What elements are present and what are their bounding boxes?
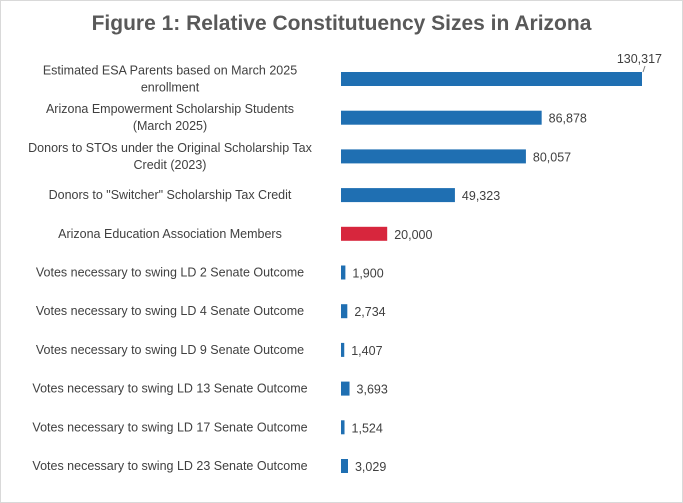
bar-8 xyxy=(341,381,350,396)
category-label-5: Votes necessary to swing LD 2 Senate Out… xyxy=(36,266,304,280)
value-label-4: 20,000 xyxy=(394,228,432,242)
bar-9 xyxy=(341,420,345,435)
bar-5 xyxy=(341,265,346,280)
bar-6 xyxy=(341,304,348,319)
category-label-9: Votes necessary to swing LD 17 Senate Ou… xyxy=(32,420,307,434)
category-label-7: Votes necessary to swing LD 9 Senate Out… xyxy=(36,343,304,357)
bar-0 xyxy=(341,72,642,86)
value-label-5: 1,900 xyxy=(352,267,383,281)
category-label-4: Arizona Education Association Members xyxy=(58,227,282,241)
value-label-6: 2,734 xyxy=(354,305,385,319)
value-label-2: 80,057 xyxy=(533,150,571,164)
value-label-10: 3,029 xyxy=(355,460,386,474)
chart-title: Figure 1: Relative Constitutuency Sizes … xyxy=(91,12,592,35)
value-label-8: 3,693 xyxy=(357,383,388,397)
value-label-1: 86,878 xyxy=(549,112,587,126)
category-label-6: Votes necessary to swing LD 4 Senate Out… xyxy=(36,304,304,318)
bar-3 xyxy=(341,188,455,203)
bar-4 xyxy=(341,226,388,241)
category-label-10: Votes necessary to swing LD 23 Senate Ou… xyxy=(32,459,307,473)
category-label-0: Estimated ESA Parents based on March 202… xyxy=(43,64,297,95)
category-label-2: Donors to STOs under the Original Schola… xyxy=(28,141,312,172)
category-label-1: Arizona Empowerment Scholarship Students… xyxy=(46,102,294,133)
category-label-8: Votes necessary to swing LD 13 Senate Ou… xyxy=(32,382,307,396)
value-label-9: 1,524 xyxy=(352,421,383,435)
value-label-7: 1,407 xyxy=(351,344,382,358)
bar-10 xyxy=(341,459,348,473)
bar-1 xyxy=(341,110,542,125)
bar-7 xyxy=(341,342,345,357)
value-label-leader-line xyxy=(642,65,646,73)
value-label-0: 130,317 xyxy=(617,52,662,66)
bar-2 xyxy=(341,149,526,164)
category-label-3: Donors to "Switcher" Scholarship Tax Cre… xyxy=(49,188,292,202)
value-label-3: 49,323 xyxy=(462,189,500,203)
